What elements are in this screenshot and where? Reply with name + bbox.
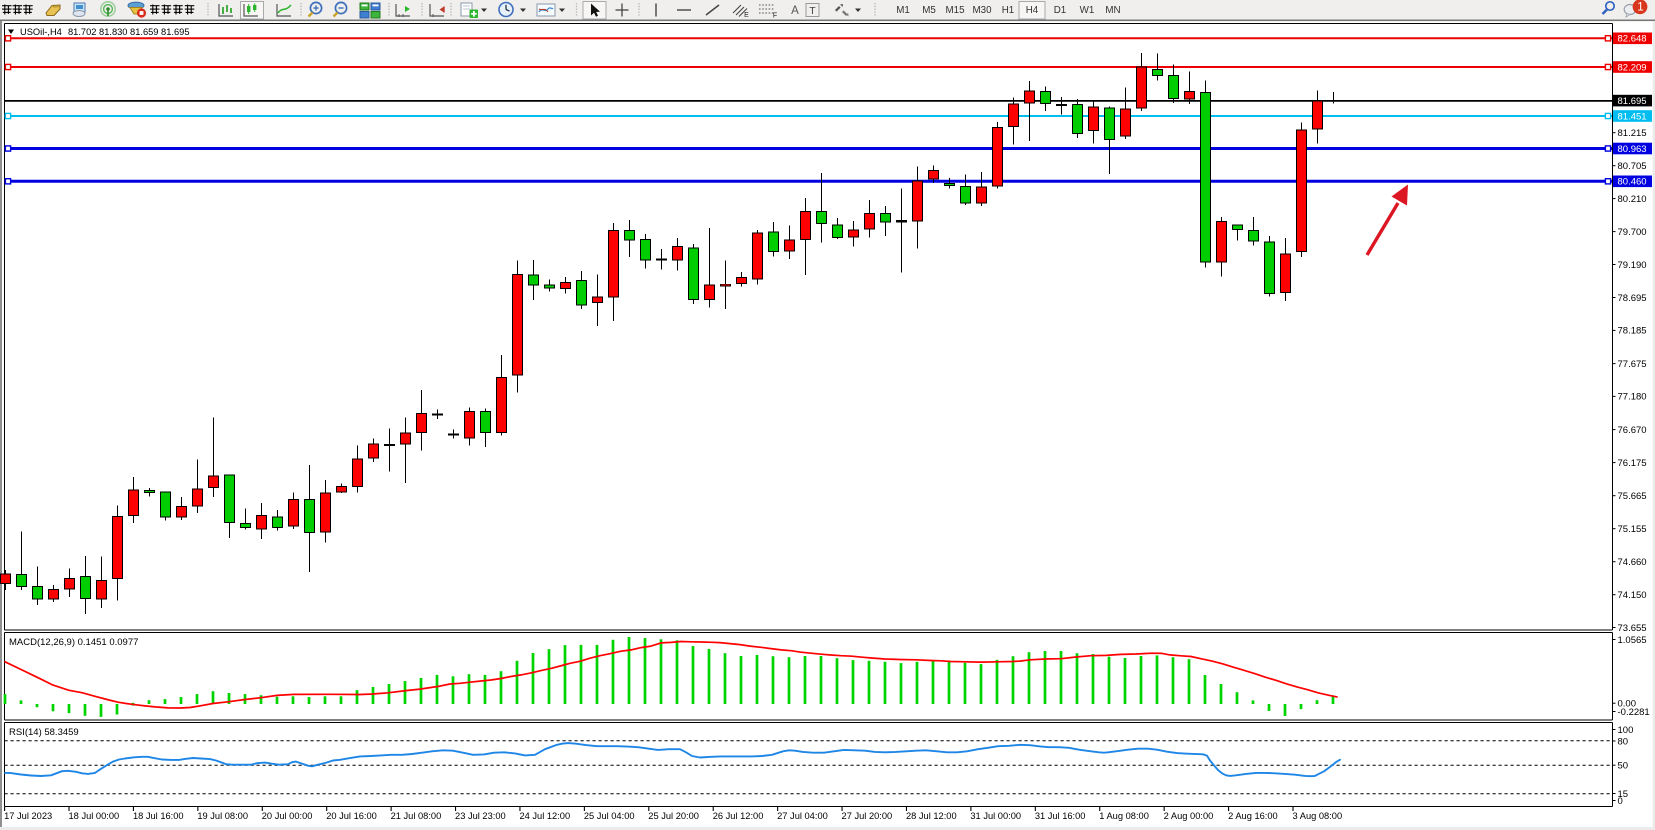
svg-text:27 Jul 04:00: 27 Jul 04:00 — [777, 811, 828, 821]
svg-text:18 Jul 16:00: 18 Jul 16:00 — [133, 811, 184, 821]
svg-text:D1: D1 — [1054, 5, 1067, 16]
svg-text:0: 0 — [1618, 796, 1623, 807]
svg-text:77.180: 77.180 — [1618, 392, 1647, 403]
svg-text:E: E — [744, 12, 749, 19]
svg-text:H1: H1 — [1002, 5, 1015, 16]
svg-text:20 Jul 16:00: 20 Jul 16:00 — [326, 811, 377, 821]
svg-text:-0.2281: -0.2281 — [1618, 707, 1650, 718]
svg-text:MN: MN — [1105, 5, 1120, 16]
svg-text:W1: W1 — [1080, 5, 1095, 16]
svg-text:25 Jul 20:00: 25 Jul 20:00 — [648, 811, 699, 821]
svg-text:77.675: 77.675 — [1618, 359, 1647, 370]
svg-text:82.209: 82.209 — [1618, 62, 1647, 73]
svg-text:23 Jul 23:00: 23 Jul 23:00 — [455, 811, 506, 821]
svg-text:2 Aug 00:00: 2 Aug 00:00 — [1164, 811, 1214, 821]
svg-text:76.670: 76.670 — [1618, 425, 1647, 436]
svg-text:19 Jul 08:00: 19 Jul 08:00 — [197, 811, 248, 821]
svg-text:15: 15 — [1618, 789, 1629, 800]
svg-text:3 Aug 08:00: 3 Aug 08:00 — [1293, 811, 1343, 821]
svg-text:17 Jul 2023: 17 Jul 2023 — [4, 811, 52, 821]
svg-text:31 Jul 00:00: 31 Jul 00:00 — [970, 811, 1021, 821]
svg-text:1: 1 — [1637, 2, 1643, 14]
svg-text:USOil-,H4: USOil-,H4 — [20, 27, 62, 37]
svg-text:A: A — [791, 5, 799, 17]
svg-text:M1: M1 — [896, 5, 910, 16]
svg-text:MACD(12,26,9) 0.1451 0.0977: MACD(12,26,9) 0.1451 0.0977 — [9, 637, 138, 648]
svg-text:0.00: 0.00 — [1618, 699, 1637, 710]
svg-text:81.451: 81.451 — [1618, 111, 1647, 122]
svg-text:74.150: 74.150 — [1618, 590, 1647, 601]
svg-text:26 Jul 12:00: 26 Jul 12:00 — [713, 811, 764, 821]
svg-text:M5: M5 — [922, 5, 936, 16]
svg-text:28 Jul 12:00: 28 Jul 12:00 — [906, 811, 957, 821]
svg-text:74.660: 74.660 — [1618, 557, 1647, 568]
svg-text:73.655: 73.655 — [1618, 623, 1647, 634]
svg-text:75.155: 75.155 — [1618, 524, 1647, 535]
svg-text:18 Jul 00:00: 18 Jul 00:00 — [69, 811, 120, 821]
svg-text:F: F — [773, 13, 777, 20]
svg-text:M30: M30 — [972, 5, 992, 16]
svg-text:2 Aug 16:00: 2 Aug 16:00 — [1228, 811, 1278, 821]
svg-text:82.648: 82.648 — [1618, 34, 1647, 45]
svg-text:T: T — [809, 5, 816, 17]
svg-text:80.705: 80.705 — [1618, 161, 1647, 172]
svg-text:H4: H4 — [1026, 5, 1039, 16]
svg-text:27 Jul 20:00: 27 Jul 20:00 — [842, 811, 893, 821]
svg-text:1.0565: 1.0565 — [1618, 635, 1647, 646]
svg-text:20 Jul 00:00: 20 Jul 00:00 — [262, 811, 313, 821]
svg-text:78.695: 78.695 — [1618, 293, 1647, 304]
svg-text:81.702 81.830 81.659 81.695: 81.702 81.830 81.659 81.695 — [68, 27, 190, 37]
svg-text:78.185: 78.185 — [1618, 326, 1647, 337]
svg-text:80.460: 80.460 — [1618, 177, 1647, 188]
svg-text:M15: M15 — [945, 5, 965, 16]
svg-text:100: 100 — [1618, 725, 1634, 736]
svg-text:75.665: 75.665 — [1618, 491, 1647, 502]
svg-text:79.700: 79.700 — [1618, 227, 1647, 238]
svg-text:25 Jul 04:00: 25 Jul 04:00 — [584, 811, 635, 821]
svg-text:81.695: 81.695 — [1618, 96, 1647, 107]
svg-text:76.175: 76.175 — [1618, 458, 1647, 469]
svg-text:80.210: 80.210 — [1618, 194, 1647, 205]
svg-text:24 Jul 12:00: 24 Jul 12:00 — [519, 811, 570, 821]
svg-text:79.190: 79.190 — [1618, 260, 1647, 271]
svg-text:80: 80 — [1618, 736, 1629, 747]
svg-text:21 Jul 08:00: 21 Jul 08:00 — [391, 811, 442, 821]
svg-text:1 Aug 08:00: 1 Aug 08:00 — [1099, 811, 1149, 821]
svg-text:80.963: 80.963 — [1618, 144, 1647, 155]
svg-text:81.215: 81.215 — [1618, 128, 1647, 139]
svg-text:RSI(14) 58.3459: RSI(14) 58.3459 — [9, 727, 79, 738]
svg-text:31 Jul 16:00: 31 Jul 16:00 — [1035, 811, 1086, 821]
svg-text:50: 50 — [1618, 761, 1629, 772]
